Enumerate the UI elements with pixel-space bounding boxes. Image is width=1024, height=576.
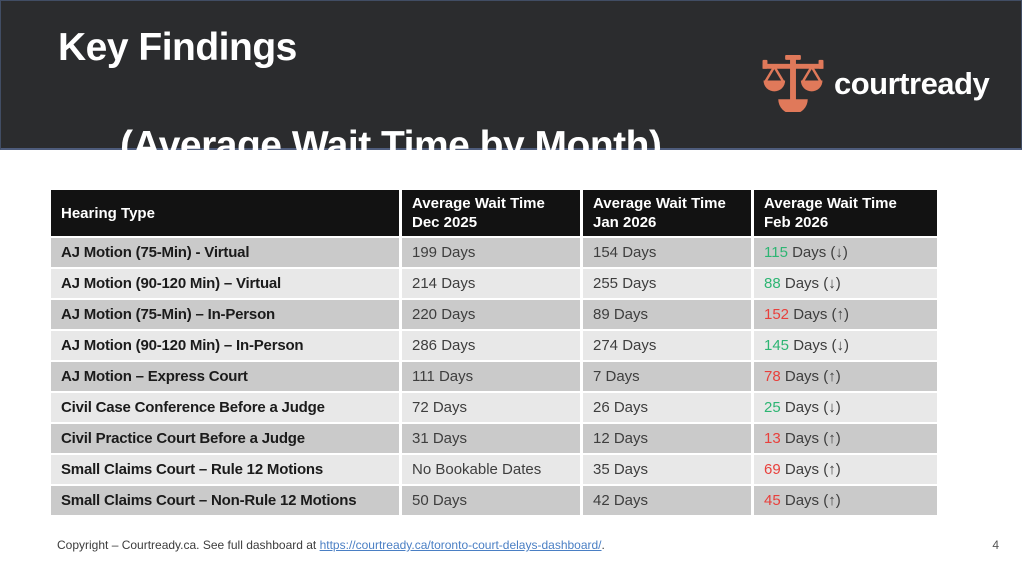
hearing-type-cell: Civil Practice Court Before a Judge — [51, 424, 402, 455]
header-line: Jan 2026 — [593, 214, 657, 231]
table-header: Hearing Type Average Wait Time Dec 2025 … — [51, 190, 937, 238]
feb-2026-value-cell: 78 Days (↑) — [754, 362, 937, 393]
trend-suffix: Days (↑) — [780, 368, 841, 385]
hearing-type-cell: AJ Motion (75-Min) – In-Person — [51, 300, 402, 331]
hearing-type-cell: AJ Motion (90-120 Min) – In-Person — [51, 331, 402, 362]
trend-suffix: Days (↑) — [780, 430, 841, 447]
trend-number: 69 — [764, 461, 781, 478]
table-row: AJ Motion – Express Court 111 Days 7 Day… — [51, 362, 937, 393]
header-line: Feb 2026 — [764, 214, 829, 231]
hearing-type-cell: AJ Motion (75-Min) - Virtual — [51, 238, 402, 269]
dec-2025-value-cell: 199 Days — [402, 238, 583, 269]
header-line: Average Wait Time — [412, 195, 545, 212]
trend-suffix: Days (↑) — [780, 461, 841, 478]
dec-2025-value-cell: 72 Days — [402, 393, 583, 424]
trend-suffix: Days (↓) — [787, 244, 848, 261]
feb-2026-value-cell: 115 Days (↓) — [754, 238, 937, 269]
dashboard-link[interactable]: https://courtready.ca/toronto-court-dela… — [319, 538, 602, 552]
trend-suffix: Days (↓) — [780, 275, 841, 292]
table-body: AJ Motion (75-Min) - Virtual 199 Days 15… — [51, 238, 937, 517]
wait-time-table: Hearing Type Average Wait Time Dec 2025 … — [51, 190, 937, 517]
table-row: Small Claims Court – Non-Rule 12 Motions… — [51, 486, 937, 517]
table-row: Civil Practice Court Before a Judge 31 D… — [51, 424, 937, 455]
dec-2025-value-cell: 50 Days — [402, 486, 583, 517]
jan-2026-value-cell: 7 Days — [583, 362, 754, 393]
hearing-type-cell: Small Claims Court – Non-Rule 12 Motions — [51, 486, 402, 517]
trend-number: 78 — [764, 368, 781, 385]
header-line: Hearing Type — [61, 204, 155, 222]
trend-number: 13 — [764, 430, 781, 447]
dec-2025-value-cell: 214 Days — [402, 269, 583, 300]
dec-2025-value-cell: No Bookable Dates — [402, 455, 583, 486]
header-line: Dec 2025 — [412, 214, 478, 231]
dec-2025-value-cell: 111 Days — [402, 362, 583, 393]
feb-2026-value-cell: 88 Days (↓) — [754, 269, 937, 300]
jan-2026-value-cell: 89 Days — [583, 300, 754, 331]
hearing-type-cell: Civil Case Conference Before a Judge — [51, 393, 402, 424]
dec-2025-value-cell: 31 Days — [402, 424, 583, 455]
feb-2026-value-cell: 13 Days (↑) — [754, 424, 937, 455]
trend-number: 115 — [764, 244, 788, 261]
trend-suffix: Days (↓) — [789, 337, 850, 354]
dec-2025-value-cell: 286 Days — [402, 331, 583, 362]
brand-logo: courtready — [761, 55, 990, 112]
jan-2026-value-cell: 35 Days — [583, 455, 754, 486]
title-line-2: (Average Wait Time by Month) — [120, 124, 662, 167]
trend-number: 152 — [764, 306, 790, 323]
header-band: Key Findings (Average Wait Time by Month… — [0, 0, 1022, 167]
jan-2026-value-cell: 26 Days — [583, 393, 754, 424]
trend-suffix: Days (↓) — [780, 399, 841, 416]
column-header-jan-2026: Average Wait Time Jan 2026 — [583, 190, 754, 238]
table-row: AJ Motion (75-Min) – In-Person 220 Days … — [51, 300, 937, 331]
feb-2026-value-cell: 25 Days (↓) — [754, 393, 937, 424]
hearing-type-cell: AJ Motion – Express Court — [51, 362, 402, 393]
trend-number: 145 — [764, 337, 790, 354]
feb-2026-value-cell: 45 Days (↑) — [754, 486, 937, 517]
trend-suffix: Days (↑) — [789, 306, 850, 323]
feb-2026-value-cell: 69 Days (↑) — [754, 455, 937, 486]
table-header-row: Hearing Type Average Wait Time Dec 2025 … — [51, 190, 937, 238]
trend-suffix: Days (↑) — [780, 492, 841, 509]
jan-2026-value-cell: 42 Days — [583, 486, 754, 517]
table-row: Civil Case Conference Before a Judge 72 … — [51, 393, 937, 424]
header-line: Average Wait Time — [764, 195, 897, 212]
jan-2026-value-cell: 274 Days — [583, 331, 754, 362]
brand-name: courtready — [834, 65, 990, 101]
trend-number: 45 — [764, 492, 781, 509]
page-number: 4 — [992, 538, 999, 552]
page-title: Key Findings (Average Wait Time by Month… — [58, 23, 662, 219]
feb-2026-value-cell: 145 Days (↓) — [754, 331, 937, 362]
header-line: Average Wait Time — [593, 195, 726, 212]
jan-2026-value-cell: 255 Days — [583, 269, 754, 300]
feb-2026-value-cell: 152 Days (↑) — [754, 300, 937, 331]
trend-number: 88 — [764, 275, 781, 292]
dec-2025-value-cell: 220 Days — [402, 300, 583, 331]
column-header-feb-2026: Average Wait Time Feb 2026 — [754, 190, 937, 238]
column-header-hearing-type: Hearing Type — [51, 190, 402, 238]
jan-2026-value-cell: 12 Days — [583, 424, 754, 455]
title-line-1: Key Findings — [58, 26, 297, 69]
copyright-text: Copyright – Courtready.ca. See full dash… — [57, 538, 320, 552]
table-row: AJ Motion (90-120 Min) – In-Person 286 D… — [51, 331, 937, 362]
jan-2026-value-cell: 154 Days — [583, 238, 754, 269]
table-row: Small Claims Court – Rule 12 Motions No … — [51, 455, 937, 486]
copyright-period: . — [601, 538, 605, 552]
hearing-type-cell: AJ Motion (90-120 Min) – Virtual — [51, 269, 402, 300]
table-row: AJ Motion (75-Min) - Virtual 199 Days 15… — [51, 238, 937, 269]
column-header-dec-2025: Average Wait Time Dec 2025 — [402, 190, 583, 238]
hearing-type-cell: Small Claims Court – Rule 12 Motions — [51, 455, 402, 486]
table-row: AJ Motion (90-120 Min) – Virtual 214 Day… — [51, 269, 937, 300]
scales-of-justice-icon — [761, 55, 825, 112]
trend-number: 25 — [764, 399, 781, 416]
footer-copyright: Copyright – Courtready.ca. See full dash… — [57, 538, 605, 552]
